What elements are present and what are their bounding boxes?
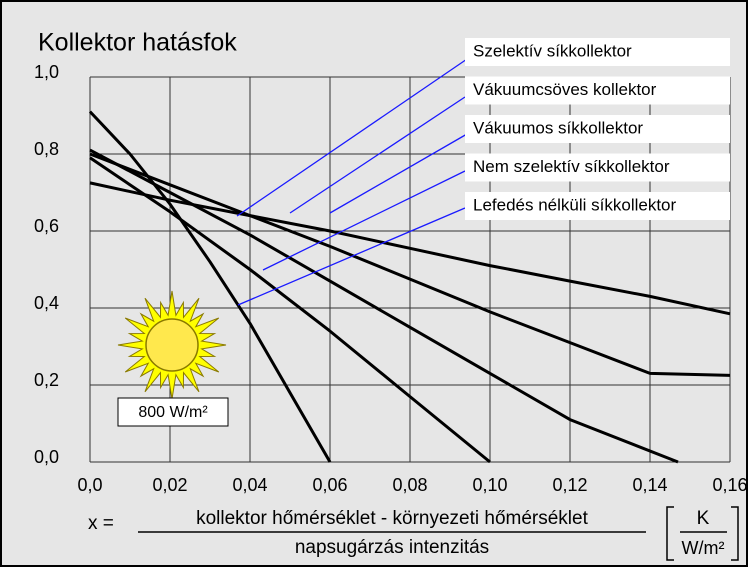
x-tick-label: 0,0	[77, 475, 102, 495]
series-label-box	[465, 153, 730, 182]
leader-line	[329, 133, 468, 214]
series-line	[89, 148, 679, 464]
x-tick-label: 0,16	[712, 475, 747, 495]
y-tick-label: 0,8	[34, 139, 59, 159]
chart-title: Kollektor hatásfok	[38, 29, 237, 57]
series-labels: Szelektív síkkollektor Vákuumcsöves kolle…	[465, 38, 730, 220]
series-label-box	[465, 38, 730, 66]
sun	[117, 290, 227, 400]
x-tick-label: 0,06	[312, 475, 347, 495]
leader-line	[289, 96, 466, 214]
series-line	[89, 156, 491, 464]
ticks: 0,0 0,02 0,04 0,06 0,08 0,10 0,12 0,14 0,16 0,0 0,…	[34, 62, 748, 495]
series-line	[89, 181, 731, 316]
series-label-box	[465, 192, 730, 220]
x-tick-label: 0,12	[552, 475, 587, 495]
series-label: Nem szelektív síkkollektor	[473, 157, 670, 176]
y-tick-label: 1,0	[34, 62, 59, 82]
leader-line	[262, 170, 466, 271]
leader-line	[237, 207, 466, 306]
series-label: Vákuumcsöves kollektor	[473, 80, 657, 99]
x-tick-label: 0,08	[392, 475, 427, 495]
x-label-denominator: napsugárzás intenzitás	[295, 537, 489, 558]
series-label: Lefedés nélküli síkkollektor	[473, 195, 677, 214]
series-line	[88, 110, 332, 463]
unit-numerator: K	[697, 508, 710, 529]
leaders	[236, 56, 471, 306]
x-label-prefix: x =	[88, 513, 114, 534]
x-tick-label: 0,04	[232, 475, 267, 495]
series-label-box	[465, 115, 730, 143]
lines	[88, 110, 731, 464]
y-tick-label: 0,6	[34, 216, 59, 236]
x-label-numerator: kollektor hőmérséklet - környezeti hőmér…	[196, 508, 588, 529]
y-tick-label: 0,0	[34, 447, 59, 467]
unit-denominator: W/m²	[682, 538, 725, 558]
annotation: 800 W/m²	[138, 404, 208, 421]
series-label: Vákuumos síkkollektor	[473, 118, 643, 137]
series-label: Szelektív síkkollektor	[473, 41, 632, 60]
unit-brackets	[666, 506, 739, 561]
sun-disk	[145, 318, 199, 372]
annotation-box	[117, 397, 229, 427]
series-label-box	[465, 76, 730, 105]
y-tick-label: 0,2	[34, 370, 59, 390]
leader-line	[236, 56, 471, 217]
x-tick-label: 0,14	[632, 475, 667, 495]
y-tick-label: 0,4	[34, 293, 59, 313]
x-tick-label: 0,10	[472, 475, 507, 495]
series-line	[89, 152, 731, 377]
x-tick-label: 0,02	[152, 475, 187, 495]
